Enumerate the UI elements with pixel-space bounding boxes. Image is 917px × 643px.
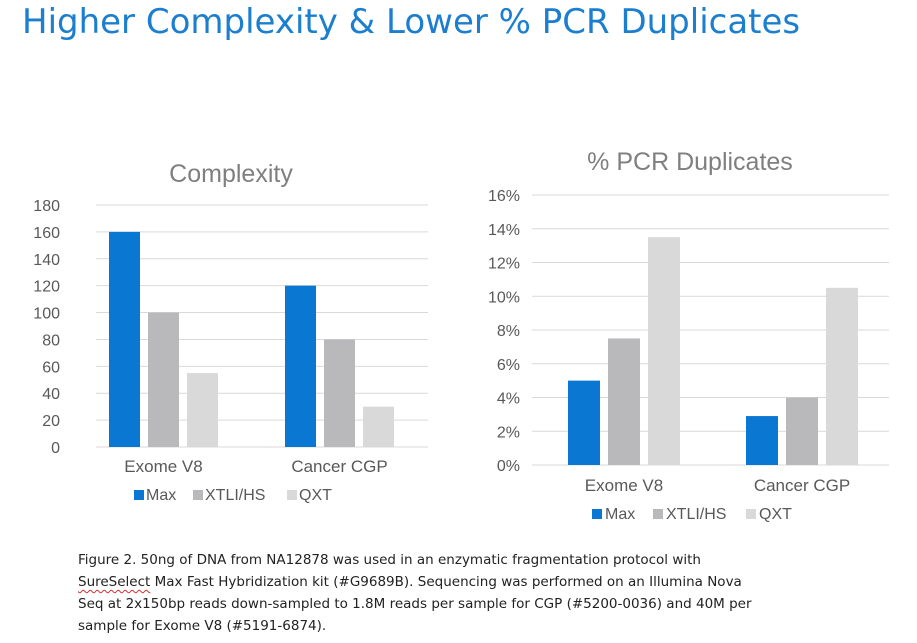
- chart-1-ytick-label: 20: [42, 413, 60, 430]
- figure-caption: Figure 2. 50ng of DNA from NA12878 was u…: [78, 549, 768, 637]
- chart-2-bar: [786, 397, 818, 465]
- chart-2-bar: [746, 416, 778, 465]
- caption-prefix: Figure 2. 50ng of DNA from NA12878 was u…: [78, 552, 701, 568]
- chart-1-ytick-label: 120: [33, 279, 60, 296]
- chart-1-legend-swatch: [193, 490, 203, 500]
- chart-1-ytick-label: 40: [42, 386, 60, 403]
- chart-1-category-label: Exome V8: [124, 457, 202, 476]
- chart-1-ytick-label: 140: [33, 252, 60, 269]
- chart-2-bar: [648, 237, 680, 465]
- chart-1-category-label: Cancer CGP: [291, 457, 387, 476]
- chart-1-title: Complexity: [169, 160, 293, 188]
- chart-2-ytick-label: 0%: [497, 458, 520, 475]
- chart-1-ytick-label: 100: [33, 306, 60, 323]
- chart-1-bar: [109, 231, 140, 447]
- chart-1-legend-label: QXT: [299, 487, 332, 504]
- chart-2-ytick-label: 10%: [488, 289, 520, 306]
- chart-1-ytick-label: 60: [42, 359, 60, 376]
- chart-2-title: % PCR Duplicates: [587, 148, 793, 176]
- chart-2-ytick-label: 14%: [488, 222, 520, 239]
- chart-1-ytick-label: 180: [33, 198, 60, 215]
- chart-1-legend-label: Max: [146, 487, 176, 504]
- caption-suffix: Max Fast Hybridization kit (#G9689B). Se…: [78, 574, 752, 634]
- chart-2-legend-swatch: [746, 509, 756, 519]
- chart-1-bar: [148, 312, 179, 447]
- chart-1-bar: [285, 285, 316, 447]
- chart-1-ytick-label: 160: [33, 225, 60, 242]
- caption-squiggle-word: SureSelect: [78, 574, 151, 590]
- chart-2-bar: [568, 380, 600, 465]
- slide-title: Higher Complexity & Lower % PCR Duplicat…: [22, 2, 801, 42]
- chart-1-ytick-label: 80: [42, 332, 60, 349]
- chart-2-legend-swatch: [592, 509, 602, 519]
- chart-1-bar: [363, 406, 394, 447]
- chart-1-ytick-label: 0: [51, 440, 60, 457]
- chart-2-ytick-label: 2%: [497, 424, 520, 441]
- chart-1-legend-swatch: [287, 490, 297, 500]
- chart-2-ytick-label: 6%: [497, 357, 520, 374]
- chart-2-legend-swatch: [653, 509, 663, 519]
- chart-2-ytick-label: 12%: [488, 256, 520, 273]
- chart-2-ytick-label: 16%: [488, 188, 520, 205]
- chart-2-legend-label: QXT: [759, 506, 792, 523]
- chart-1-legend-label: XTLI/HS: [205, 487, 265, 504]
- chart-2-ytick-label: 4%: [497, 391, 520, 408]
- chart-2-legend-label: XTLI/HS: [666, 506, 726, 523]
- chart-1-bar: [324, 339, 355, 447]
- chart-1-legend-swatch: [134, 490, 144, 500]
- chart-2-ytick-label: 8%: [497, 323, 520, 340]
- chart-1-bar: [187, 373, 218, 447]
- chart-2-category-label: Cancer CGP: [754, 476, 850, 495]
- chart-2-legend-label: Max: [605, 506, 635, 523]
- charts-canvas: Complexity 0 20 40 60 80 100 120 140 160 180 Exome …: [33, 148, 889, 523]
- chart-2-category-label: Exome V8: [585, 476, 663, 495]
- chart-2-bar: [826, 287, 858, 465]
- chart-2-bar: [608, 338, 640, 465]
